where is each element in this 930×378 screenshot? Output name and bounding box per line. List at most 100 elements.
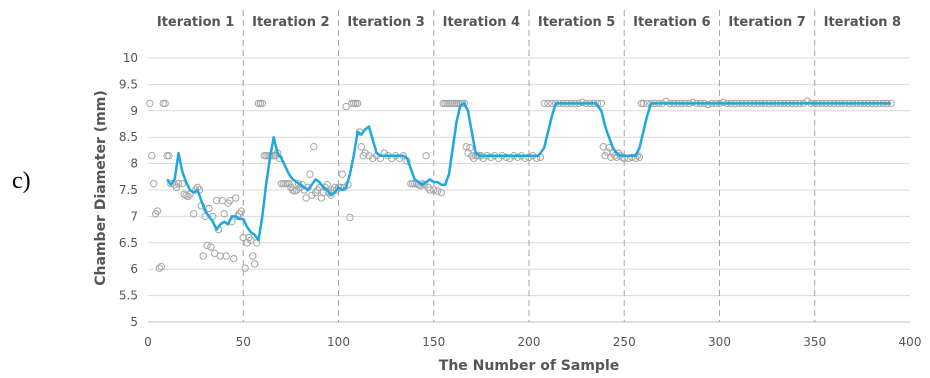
scatter-point (441, 99, 449, 108)
scatter-point (357, 143, 366, 151)
scatter-point (603, 148, 611, 156)
x-tick-label: 50 (236, 335, 251, 349)
iteration-label: Iteration 3 (347, 15, 424, 30)
iteration-label: Iteration 5 (538, 15, 615, 30)
scatter-point (447, 99, 455, 108)
scatter-point (203, 241, 211, 250)
scatter-point (249, 252, 257, 260)
y-tick-label: 10 (123, 51, 138, 65)
scatter-point (150, 179, 158, 188)
scatter-point (174, 179, 183, 188)
scatter-point (172, 183, 181, 192)
x-tick-label: 150 (422, 335, 445, 349)
scatter-point (525, 153, 533, 161)
scatter-point (451, 99, 459, 108)
scatter-point (241, 264, 249, 272)
scatter-point (306, 170, 314, 178)
scatter-point (285, 179, 293, 188)
scatter-point (319, 188, 327, 197)
iteration-label: Iteration 2 (252, 15, 329, 30)
scatter-point (146, 99, 154, 108)
scatter-point (338, 170, 347, 178)
scatter-point (327, 191, 335, 199)
scatter-point (167, 179, 175, 188)
y-tick-label: 5 (130, 315, 138, 329)
y-tick-label: 6.5 (119, 236, 138, 250)
scatter-point (283, 179, 291, 188)
scatter-point (361, 149, 369, 157)
scatter-point (513, 153, 522, 161)
scatter-point (323, 181, 331, 189)
scatter-point (466, 144, 474, 152)
y-tick-label: 8 (130, 157, 138, 171)
scatter-point (239, 233, 247, 242)
scatter-point (254, 99, 263, 108)
scatter-point (157, 262, 166, 271)
x-tick-label: 400 (899, 335, 922, 349)
scatter-point (502, 153, 510, 161)
scatter-point (230, 254, 238, 263)
y-axis-title: Chamber Diameter (mm) (93, 90, 109, 285)
scatter-point (639, 99, 647, 108)
scatter-point (184, 192, 192, 201)
scatter-point (155, 264, 164, 272)
scatter-point (165, 151, 173, 160)
scatter-point (279, 179, 287, 188)
x-tick-label: 0 (144, 335, 152, 349)
scatter-point (452, 99, 461, 108)
scatter-point (348, 99, 356, 108)
panel-label: c) (12, 168, 31, 194)
scatter-point (317, 194, 326, 202)
scatter-point (199, 252, 207, 260)
y-tick-label: 7.5 (119, 183, 138, 197)
x-tick-label: 250 (613, 335, 636, 349)
scatter-point (460, 99, 468, 108)
scatter-point-layer (146, 97, 895, 272)
y-tick-label: 9 (130, 104, 138, 118)
scatter-point (426, 186, 434, 194)
scatter-point (161, 99, 169, 108)
scatter-point (353, 99, 362, 108)
scatter-point (433, 187, 442, 195)
scatter-point (212, 196, 221, 205)
scatter-point (237, 207, 246, 215)
scatter-point (256, 99, 265, 108)
trend-line-layer (166, 102, 891, 242)
scatter-point (607, 153, 615, 161)
iteration-label-layer: Iteration 1 Iteration 2 Iteration 3 Iterati… (157, 15, 901, 30)
iteration-divider-layer (242, 10, 816, 322)
scatter-point (294, 179, 303, 188)
iteration-label: Iteration 4 (443, 15, 520, 30)
y-tick-label: 8.5 (119, 130, 138, 144)
scatter-point (351, 99, 360, 108)
scatter-point (342, 102, 350, 111)
scatter-point (277, 179, 286, 188)
trend-line (166, 102, 891, 242)
scatter-point (159, 99, 167, 108)
scatter-point (205, 204, 213, 213)
y-tick-label: 6 (130, 262, 138, 276)
y-tick-label: 9.5 (119, 77, 138, 91)
scatter-point (220, 210, 228, 218)
scatter-point (334, 183, 343, 192)
scatter-point (308, 191, 316, 199)
scatter-point (260, 151, 268, 160)
scatter-point (243, 239, 251, 247)
scatter-point (163, 151, 171, 160)
x-tick-label: 200 (518, 335, 541, 349)
scatter-point (599, 143, 607, 151)
scatter-point (635, 153, 644, 161)
scatter-point (445, 99, 453, 108)
scatter-point (310, 143, 318, 151)
scatter-point (216, 252, 225, 260)
scatter-point (148, 151, 156, 160)
iteration-label: Iteration 7 (728, 15, 805, 30)
iteration-label: Iteration 6 (633, 15, 710, 30)
scatter-point (207, 243, 215, 251)
scatter-point (443, 99, 451, 108)
scatter-point (449, 99, 457, 108)
scatter-point (487, 153, 495, 161)
y-tick-label: 5.5 (119, 289, 138, 303)
scatter-point (369, 154, 377, 163)
